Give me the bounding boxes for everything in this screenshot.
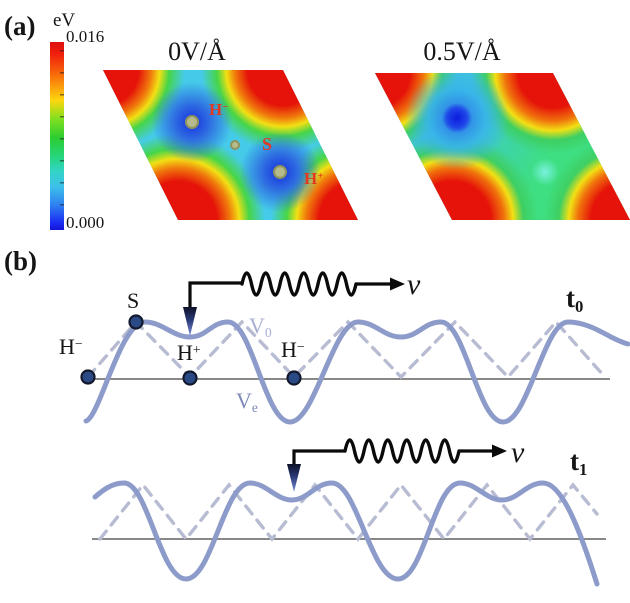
- site-label-s: S: [262, 134, 273, 154]
- t1-time-label: t1: [570, 446, 588, 479]
- colorbar-ticks: [60, 50, 64, 222]
- t1-unperturbed-potential-curve: [98, 482, 599, 542]
- b-label-h-plus: H+: [177, 340, 201, 365]
- t1-pointer-arrowhead-icon: [287, 464, 301, 492]
- t0-unperturbed-potential-curve: [86, 319, 606, 380]
- t1-velocity-label: v: [511, 436, 525, 469]
- atom-dot-h-minus: [185, 115, 199, 129]
- site-label-h-minus: H−: [209, 100, 229, 119]
- t1-field-potential-curve: [92, 480, 600, 587]
- t0-velocity-arrowhead-icon: [390, 277, 405, 291]
- t0-dot-h-minus-right: [286, 370, 302, 386]
- t0-dot-h-plus: [182, 370, 198, 386]
- atom-dot-h-plus: [273, 165, 287, 179]
- t0-wave-squiggle: [240, 271, 358, 297]
- map-title-applied-field: 0.5V/Å: [423, 37, 501, 66]
- b-label-s: S: [127, 288, 140, 313]
- heatmap-applied-field: [375, 73, 630, 220]
- colorbar-min-label: 0.000: [66, 213, 105, 232]
- t0-field-potential-curve: [83, 319, 630, 425]
- colorbar-unit-label: eV: [53, 10, 76, 31]
- t0-pointer-arrowhead-icon: [183, 307, 197, 336]
- t1-wave-squiggle: [343, 438, 461, 464]
- map-title-zero-field: 0V/Å: [168, 37, 226, 66]
- t0-time-label: t0: [566, 283, 584, 316]
- t0-pointer-line: [188, 281, 242, 310]
- t1-pointer-line: [292, 449, 345, 466]
- b-label-h-minus-left: H−: [59, 334, 83, 359]
- site-label-h-plus: H+: [304, 169, 324, 188]
- panel-b-label: (b): [4, 246, 37, 276]
- potential-wave-diagram: [80, 271, 630, 587]
- t0-velocity-label: v: [407, 268, 421, 301]
- curve-label-ve: Ve: [236, 388, 258, 415]
- b-label-h-minus-right: H−: [281, 337, 305, 362]
- t0-dot-h-minus-left: [80, 369, 96, 385]
- panel-a-label: (a): [4, 11, 36, 41]
- colorbar-max-label: 0.016: [66, 27, 105, 46]
- t1-velocity-arrowhead-icon: [492, 444, 507, 458]
- atom-dot-s: [230, 140, 240, 150]
- curve-label-v0: V0: [249, 313, 272, 340]
- colorbar: [50, 42, 64, 230]
- t0-dot-s: [128, 314, 144, 330]
